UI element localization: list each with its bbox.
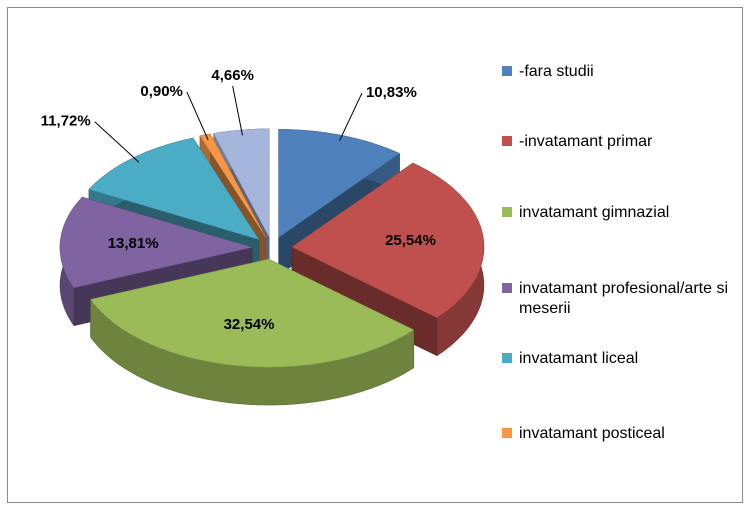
chart-frame bbox=[7, 7, 743, 503]
slice bbox=[199, 133, 266, 238]
data-label: 11,72% bbox=[41, 113, 91, 130]
data-label: 0,90% bbox=[140, 83, 183, 100]
legend-swatch bbox=[502, 283, 512, 293]
legend-item: -fara studii bbox=[500, 62, 735, 82]
leader-line bbox=[232, 85, 243, 136]
legend-item: invatamant posticeal bbox=[500, 424, 735, 444]
legend-item: invatamant liceal bbox=[500, 349, 735, 369]
legend-item: invatamant gimnazial bbox=[500, 203, 735, 223]
data-label: 25,54% bbox=[385, 232, 436, 249]
legend-label: -invatamant primar bbox=[519, 133, 653, 150]
legend-swatch bbox=[502, 136, 512, 146]
legend-label: invatamant gimnazial bbox=[519, 204, 670, 221]
slice bbox=[59, 196, 253, 288]
data-label: 4,66% bbox=[211, 67, 254, 84]
slice bbox=[291, 162, 485, 319]
leader-line bbox=[186, 91, 209, 141]
legend-swatch bbox=[502, 428, 512, 438]
data-label: 32,54% bbox=[224, 316, 275, 333]
data-label: 10,83% bbox=[366, 84, 417, 101]
legend-swatch bbox=[502, 207, 512, 217]
legend-swatch bbox=[502, 353, 512, 363]
legend-item: invatamant profesional/arte si meserii bbox=[500, 279, 735, 319]
legend-swatch bbox=[502, 66, 512, 76]
pie-chart: 10,83% 25,54% 32,54% 13,81% 11,72% 0,90% 4,66% bbox=[41, 67, 485, 406]
slice bbox=[278, 129, 401, 238]
leader-line bbox=[339, 92, 363, 141]
data-label: 13,81% bbox=[108, 235, 159, 252]
legend-label: invatamant posticeal bbox=[519, 425, 665, 442]
slice bbox=[88, 137, 260, 240]
legend-label: invatamant profesional/arte si meserii bbox=[519, 280, 728, 317]
legend-label: -fara studii bbox=[519, 63, 594, 80]
legend-item: -invatamant primar bbox=[500, 132, 735, 152]
leader-line bbox=[94, 121, 140, 163]
legend-label: invatamant liceal bbox=[519, 350, 639, 367]
slice bbox=[90, 258, 415, 368]
